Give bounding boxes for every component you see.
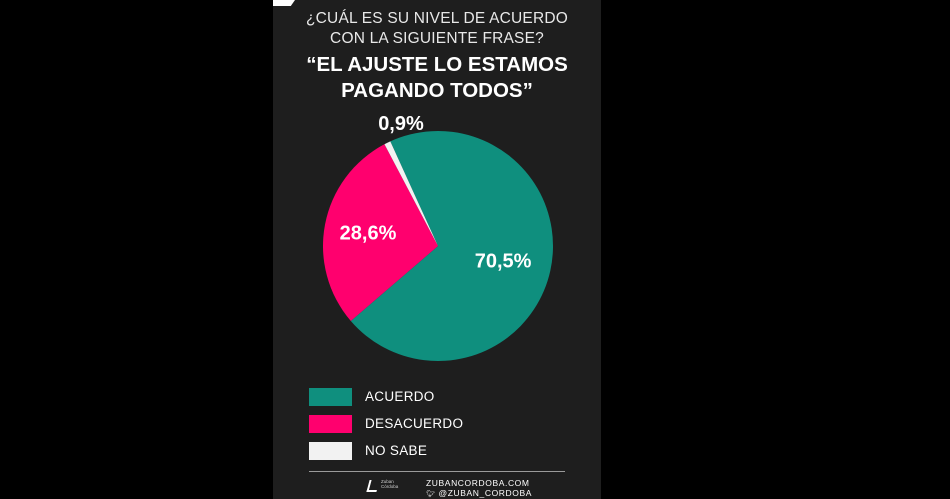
legend-item-no-sabe: NO SABE [309,442,509,460]
legend-label-acuerdo: ACUERDO [365,389,435,404]
twitter-handle: @ZUBAN_CORDOBA [438,488,533,498]
twitter-handle-row[interactable]: 🐦︎ @ZUBAN_CORDOBA [426,488,532,499]
logo-text: Zuban Córdoba [381,479,399,489]
pie-slice-no-sabe [384,141,438,246]
legend-swatch-desacuerdo [309,415,352,433]
website-link[interactable]: ZUBANCORDOBA.COM [426,478,530,488]
pie-slice-acuerdo [350,130,553,361]
logo-mark-icon [366,480,380,492]
pie-label-desacuerdo: 28,6% [340,223,397,245]
legend-item-desacuerdo: DESACUERDO [309,415,509,433]
pie-chart: 70,5% 28,6% 0,9% [322,113,553,361]
pie-label-no-sabe: 0,9% [378,113,424,135]
legend-swatch-acuerdo [309,388,352,406]
legend-item-acuerdo: ACUERDO [309,388,509,406]
pie-slice-desacuerdo [322,144,438,321]
quoted-phrase: “EL AJUSTE LO ESTAMOS PAGANDO TODOS” [273,52,601,104]
pie-label-acuerdo: 70,5% [475,250,532,272]
legend-label-desacuerdo: DESACUERDO [365,416,464,431]
footer-links: ZUBANCORDOBA.COM 🐦︎ @ZUBAN_CORDOBA [426,478,532,499]
twitter-bird-icon: 🐦︎ [426,491,436,498]
legend-label-no-sabe: NO SABE [365,443,428,458]
question-line-1: ¿CUÁL ES SU NIVEL DE ACUERDO [306,10,568,27]
zuban-cordoba-logo: Zuban Córdoba [366,478,408,496]
question-line-2: CON LA SIGUIENTE FRASE? [330,30,544,47]
quote-line-2: PAGANDO TODOS” [341,79,533,102]
infographic-card: ¿CUÁL ES SU NIVEL DE ACUERDO CON LA SIGU… [273,0,601,499]
quote-line-1: “EL AJUSTE LO ESTAMOS [306,53,568,76]
survey-question: ¿CUÁL ES SU NIVEL DE ACUERDO CON LA SIGU… [273,9,601,49]
footer-divider [309,471,565,472]
legend-swatch-no-sabe [309,442,352,460]
